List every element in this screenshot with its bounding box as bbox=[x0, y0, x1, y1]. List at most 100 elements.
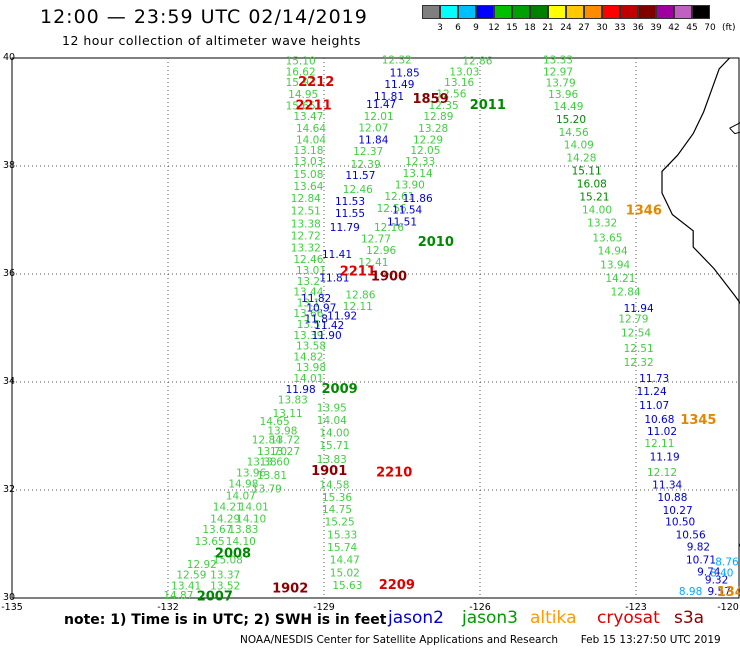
wave-height-label: 14.87 bbox=[163, 590, 193, 602]
longitude-tick-label: -123 bbox=[625, 602, 647, 613]
wave-height-label: 13.79 bbox=[252, 484, 282, 496]
scale-swatch bbox=[692, 5, 710, 19]
wave-height-label: 10.71 bbox=[686, 554, 716, 566]
scale-swatch bbox=[440, 5, 458, 19]
latitude-tick-label: 34 bbox=[3, 376, 15, 387]
wave-height-label: 13.94 bbox=[600, 260, 630, 272]
wave-height-label: 15.20 bbox=[556, 114, 586, 126]
wave-height-label: 12.51 bbox=[624, 343, 654, 355]
pass-time-label: 2007 bbox=[197, 590, 233, 605]
longitude-tick-label: -126 bbox=[469, 602, 491, 613]
wave-height-label: 12.16 bbox=[374, 222, 404, 234]
wave-height-label: 11.54 bbox=[392, 205, 422, 217]
wave-height-label: 12.51 bbox=[291, 206, 321, 218]
wave-height-label: 13.11 bbox=[273, 408, 303, 420]
wave-height-label: 12.32 bbox=[382, 54, 412, 66]
wave-height-label: 12.61 bbox=[384, 191, 414, 203]
pass-time-label: 2009 bbox=[322, 382, 358, 397]
wave-height-label: 12.84 bbox=[611, 287, 641, 299]
wave-height-label: 13.72 bbox=[270, 435, 300, 447]
wave-height-label: 14.21 bbox=[213, 502, 243, 514]
credit-timestamp: Feb 15 13:27:50 UTC 2019 bbox=[580, 634, 721, 646]
scale-swatch bbox=[620, 5, 638, 19]
pass-time-label: 2209 bbox=[379, 578, 415, 593]
scale-swatch bbox=[566, 5, 584, 19]
scale-swatch bbox=[638, 5, 656, 19]
lake-outline bbox=[729, 122, 740, 135]
pass-time-label: 1901 bbox=[311, 464, 347, 479]
wave-height-label: 16.08 bbox=[577, 179, 607, 191]
wave-height-label: 14.49 bbox=[553, 101, 583, 113]
wave-height-label: 8.98 bbox=[679, 586, 702, 598]
pass-time-label: 2008 bbox=[215, 547, 251, 562]
wave-height-label: 13.44 bbox=[293, 287, 323, 299]
wave-height-label: 14.95 bbox=[288, 89, 318, 101]
wave-height-label: 14.75 bbox=[322, 504, 352, 516]
scale-label: 45 bbox=[686, 23, 698, 33]
pass-time-label: 2011 bbox=[470, 98, 506, 113]
wave-height-label: 13.96 bbox=[548, 89, 578, 101]
scale-swatch bbox=[530, 5, 548, 19]
wave-height-label: 13.81 bbox=[257, 470, 287, 482]
wave-height-label: 12.84 bbox=[291, 193, 321, 205]
wave-height-label: 11.94 bbox=[624, 303, 654, 315]
page-title: 12:00 — 23:59 UTC 02/14/2019 bbox=[40, 6, 368, 28]
scale-label: 3 bbox=[437, 23, 443, 33]
wave-height-label: 15.08 bbox=[293, 169, 323, 181]
wave-height-label: 12.84 bbox=[252, 435, 282, 447]
wave-height-label: 13.32 bbox=[291, 242, 321, 254]
wave-height-label: 13.65 bbox=[195, 536, 225, 548]
wave-height-label: 10.27 bbox=[663, 505, 693, 517]
wave-height-label: 12.86 bbox=[345, 289, 375, 301]
wave-height-label: 14.21 bbox=[605, 273, 635, 285]
wave-height-label: 11.51 bbox=[387, 216, 417, 228]
wave-height-label: 11.07 bbox=[639, 400, 669, 412]
wave-height-label: 13.83 bbox=[228, 524, 258, 536]
pass-time-label: 1859 bbox=[413, 92, 449, 107]
wave-height-label: 13.96 bbox=[236, 468, 266, 480]
wave-height-label: 13.5 bbox=[297, 319, 320, 331]
wave-height-label: 11.92 bbox=[327, 310, 357, 322]
wave-height-label: 15.11 bbox=[572, 166, 602, 178]
pass-time-label: 2010 bbox=[418, 235, 454, 250]
pass-time-label: 1900 bbox=[371, 269, 407, 284]
wave-height-label: 14.00 bbox=[582, 205, 612, 217]
wave-height-label: 11.49 bbox=[384, 79, 414, 91]
wave-height-label: 13.28 bbox=[418, 123, 448, 135]
page-subtitle: 12 hour collection of altimeter wave hei… bbox=[62, 33, 361, 48]
wave-height-label: 13.39 bbox=[293, 330, 323, 342]
scale-label: 12 bbox=[488, 23, 500, 33]
wave-height-label: 12.96 bbox=[366, 245, 396, 257]
scale-swatch bbox=[602, 5, 620, 19]
wave-height-label: 14.29 bbox=[210, 513, 240, 525]
wave-height-label: 11.47 bbox=[366, 99, 396, 111]
pass-time-label: 2210 bbox=[376, 466, 412, 481]
wave-height-label: 14.82 bbox=[293, 351, 323, 363]
pass-time-label: 1345 bbox=[680, 413, 716, 428]
wave-height-label: 11.86 bbox=[403, 193, 433, 205]
wave-height-label: 13.03 bbox=[293, 156, 323, 168]
wave-height-label: 12.11 bbox=[343, 301, 373, 313]
wave-height-label: 13.27 bbox=[270, 446, 300, 458]
scale-swatch bbox=[674, 5, 692, 19]
wave-height-label: 9.74 bbox=[697, 566, 721, 578]
wave-height-label: 11.82 bbox=[301, 293, 331, 305]
wave-height-label: 13.66 bbox=[293, 308, 323, 320]
wave-height-label: 11.53 bbox=[335, 196, 365, 208]
wave-height-label: 11.90 bbox=[312, 330, 342, 342]
wave-height-label: 12.86 bbox=[462, 55, 492, 67]
wave-height-label: 13.38 bbox=[291, 219, 321, 231]
wave-height-label: 14.98 bbox=[228, 478, 258, 490]
wave-height-label: 13.2 bbox=[297, 276, 320, 288]
wave-height-label: 13.16 bbox=[444, 77, 474, 89]
wave-height-label: 13.14 bbox=[403, 168, 433, 180]
scale-swatch bbox=[548, 5, 566, 19]
wave-height-label: 11.57 bbox=[345, 170, 375, 182]
wave-height-label: 13.58 bbox=[296, 341, 326, 353]
wave-height-label: 12.05 bbox=[410, 145, 440, 157]
wave-height-label: 14.00 bbox=[319, 428, 349, 440]
wave-height-label: 11.41 bbox=[322, 249, 352, 261]
wave-height-label: 9.83 bbox=[739, 541, 740, 553]
footer-note: note: 1) Time is in UTC; 2) SWH is in fe… bbox=[64, 612, 387, 628]
wave-height-label: 11.24 bbox=[637, 386, 667, 398]
